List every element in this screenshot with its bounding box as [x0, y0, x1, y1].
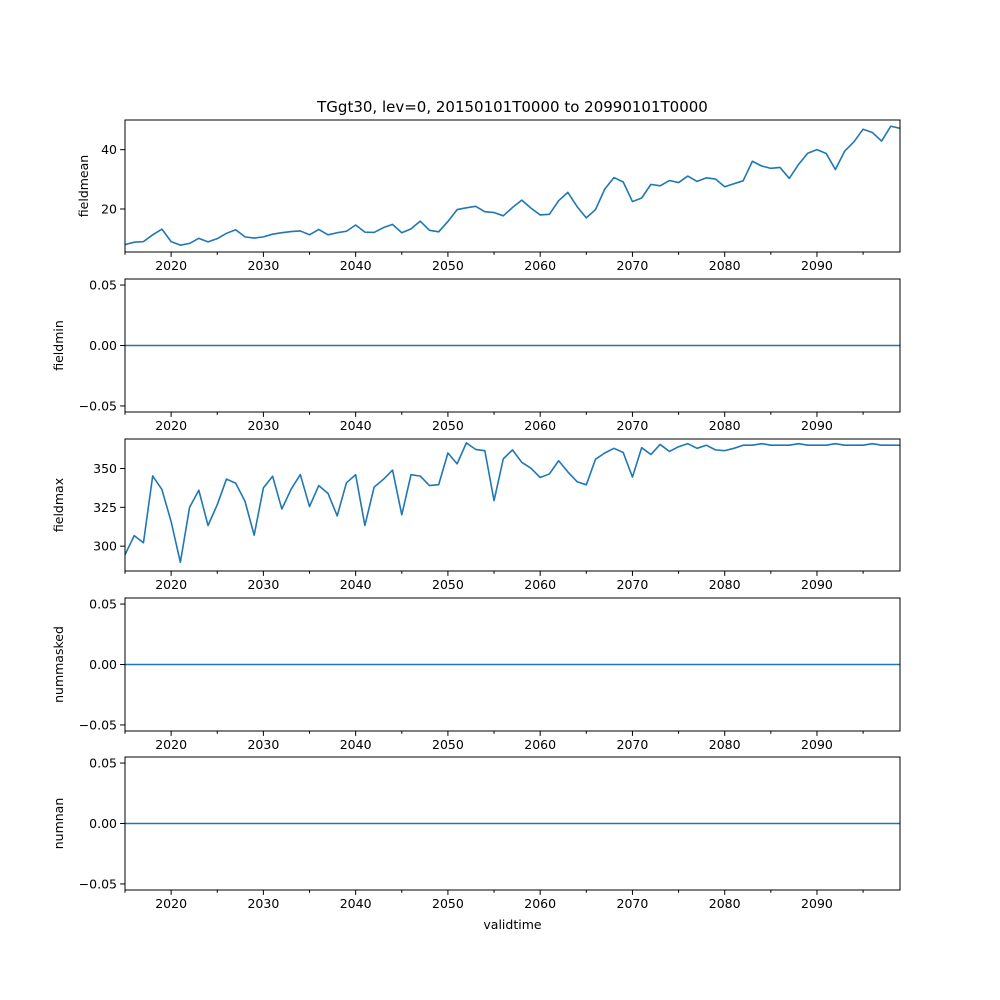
fieldmax-line [124, 442, 900, 564]
x-tick-label: 2070 [617, 896, 649, 911]
x-tick-label: 2030 [247, 737, 279, 752]
y-tick-label: 300 [93, 539, 117, 554]
numnan-y-label: numnan [51, 798, 66, 850]
x-tick-label: 2040 [340, 896, 372, 911]
x-tick-label: 2060 [524, 258, 556, 273]
y-tick-label: 325 [93, 500, 117, 515]
y-tick-label: −0.05 [79, 398, 117, 413]
x-tick-label: 2090 [801, 258, 833, 273]
x-tick-label: 2030 [247, 896, 279, 911]
x-tick-label: 2070 [617, 258, 649, 273]
x-tick-label: 2090 [801, 737, 833, 752]
x-tick-label: 2080 [709, 737, 741, 752]
subplot-fieldmin: 2020 2030 2040 2050 2060 2070 2080 2090 0.05 0.00… [51, 278, 901, 433]
x-tick-label: 2050 [432, 418, 464, 433]
y-tick-label: 350 [93, 461, 117, 476]
x-tick-label: 2070 [617, 418, 649, 433]
numnan-frame [124, 756, 901, 891]
y-tick-label: 0.00 [89, 657, 117, 672]
y-tick-label: 20 [101, 201, 117, 216]
x-tick-label: 2030 [247, 577, 279, 592]
fieldmax-y-label: fieldmax [51, 478, 66, 532]
x-tick-label: 2050 [432, 737, 464, 752]
y-tick-label: −0.05 [79, 876, 117, 891]
y-tick-label: 0.00 [89, 816, 117, 831]
x-tick-label: 2030 [247, 418, 279, 433]
fieldmin-frame [124, 278, 901, 413]
x-tick-label: 2090 [801, 418, 833, 433]
x-tick-label: 2050 [432, 896, 464, 911]
fieldmin-y-label: fieldmin [51, 320, 66, 371]
y-tick-label: 0.05 [89, 278, 117, 293]
y-tick-label: 0.05 [89, 597, 117, 612]
x-tick-label: 2030 [247, 258, 279, 273]
fieldmean-y-label: fieldmean [76, 155, 91, 217]
x-tick-label: 2080 [709, 418, 741, 433]
fieldmax-frame [124, 438, 901, 572]
chart-title: TGgt30, lev=0, 20150101T0000 to 20990101… [316, 98, 708, 116]
x-tick-label: 2080 [709, 258, 741, 273]
x-tick-label: 2060 [524, 737, 556, 752]
x-tick-label: 2040 [340, 418, 372, 433]
x-tick-label: 2070 [617, 577, 649, 592]
x-tick-label: 2020 [155, 896, 187, 911]
nummasked-y-label: nummasked [51, 626, 66, 703]
x-tick-label: 2020 [155, 418, 187, 433]
x-tick-label: 2020 [155, 737, 187, 752]
x-tick-label: 2020 [155, 577, 187, 592]
subplot-numnan: 2020 2030 2040 2050 2060 2070 2080 2090 0.05 0.00… [51, 756, 901, 911]
x-tick-label: 2080 [709, 577, 741, 592]
subplot-fieldmax: 2020 2030 2040 2050 2060 2070 2080 2090 350 325 30… [51, 438, 901, 592]
y-tick-label: 0.00 [89, 338, 117, 353]
subplot-fieldmean: 2020 2030 2040 2050 2060 2070 2080 20902040fiel… [76, 119, 901, 273]
y-tick-label: 40 [101, 142, 117, 157]
x-tick-label: 2060 [524, 577, 556, 592]
fieldmean-frame [124, 119, 901, 253]
nummasked-frame [124, 597, 901, 732]
x-tick-label: 2040 [340, 258, 372, 273]
x-tick-label: 2060 [524, 418, 556, 433]
x-tick-label: 2050 [432, 258, 464, 273]
y-tick-label: −0.05 [79, 717, 117, 732]
x-tick-label: 2090 [801, 896, 833, 911]
x-tick-label: 2070 [617, 737, 649, 752]
subplot-nummasked: 2020 2030 2040 2050 2060 2070 2080 2090 0.05 0.00… [51, 597, 901, 752]
x-tick-label: 2040 [340, 577, 372, 592]
x-tick-label: 2050 [432, 577, 464, 592]
x-tick-label: 2040 [340, 737, 372, 752]
x-tick-label: 2080 [709, 896, 741, 911]
subplots: 2020 2030 2040 2050 2060 2070 2080 20902040fiel… [51, 119, 901, 911]
x-tick-label: 2060 [524, 896, 556, 911]
y-tick-label: 0.05 [89, 756, 117, 771]
x-tick-label: 2020 [155, 258, 187, 273]
x-tick-label: 2090 [801, 577, 833, 592]
fieldmean-line [124, 125, 901, 246]
x-axis-label: validtime [483, 917, 541, 932]
